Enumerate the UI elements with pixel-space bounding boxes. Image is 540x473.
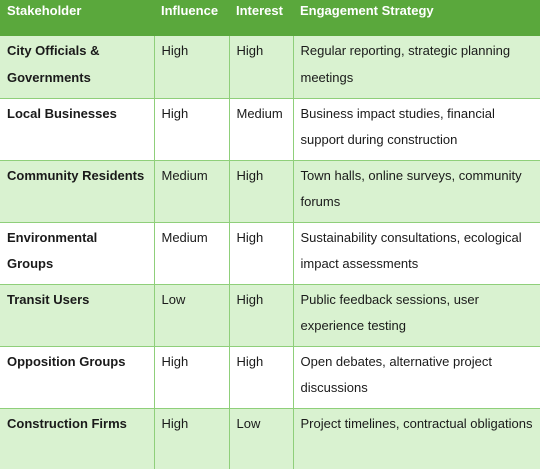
table-body: City Officials & Governments High High R… xyxy=(0,36,540,469)
interest-cell: Medium xyxy=(228,97,293,160)
header-engagement-strategy: Engagement Strategy xyxy=(300,3,434,18)
strategy-cell: Open debates, alternative project discus… xyxy=(292,345,540,408)
header-influence: Influence xyxy=(161,3,219,18)
stakeholder-cell: Transit Users xyxy=(0,283,154,346)
interest-cell: High xyxy=(228,345,293,408)
interest-cell: High xyxy=(228,159,293,222)
table-row: Environmental Groups Medium High Sustain… xyxy=(0,221,540,284)
header-interest: Interest xyxy=(236,3,283,18)
influence-cell: Medium xyxy=(153,159,229,222)
influence-cell: High xyxy=(153,407,229,469)
influence-cell: Low xyxy=(153,283,229,346)
stakeholder-cell: City Officials & Governments xyxy=(7,43,100,85)
header-row: Stakeholder Influence Interest Engagemen… xyxy=(0,0,540,36)
strategy-cell: Regular reporting, strategic planning me… xyxy=(292,36,540,98)
strategy-cell: Sustainability consultations, ecological… xyxy=(292,221,540,284)
influence-cell: Medium xyxy=(153,221,229,284)
strategy-cell: Public feedback sessions, user experienc… xyxy=(292,283,540,346)
table-row: City Officials & Governments High High R… xyxy=(0,36,540,98)
stakeholder-cell: Environmental Groups xyxy=(0,221,154,284)
stakeholder-cell: Construction Firms xyxy=(0,407,154,469)
strategy-cell: Business impact studies, financial suppo… xyxy=(292,97,540,160)
strategy-cell: Project timelines, contractual obligatio… xyxy=(292,407,540,469)
influence-cell: High xyxy=(153,345,229,408)
table-row: Opposition Groups High High Open debates… xyxy=(0,345,540,408)
stakeholder-cell: Community Residents xyxy=(0,159,154,222)
interest-cell: High xyxy=(228,283,293,346)
interest-cell: Low xyxy=(228,407,293,469)
influence-cell: High xyxy=(153,97,229,160)
table-header: Stakeholder Influence Interest Engagemen… xyxy=(0,0,540,36)
table-row: Construction Firms High Low Project time… xyxy=(0,407,540,469)
interest-cell: High xyxy=(228,221,293,284)
stakeholder-cell: Opposition Groups xyxy=(0,345,154,408)
influence-cell: High xyxy=(153,36,229,98)
table-row: Community Residents Medium High Town hal… xyxy=(0,159,540,222)
strategy-cell: Town halls, online surveys, community fo… xyxy=(292,159,540,222)
interest-cell: High xyxy=(228,36,293,98)
table-row: Transit Users Low High Public feedback s… xyxy=(0,283,540,346)
table-row: Local Businesses High Medium Business im… xyxy=(0,97,540,160)
stakeholder-cell: Local Businesses xyxy=(0,97,154,160)
header-stakeholder: Stakeholder xyxy=(7,3,82,18)
